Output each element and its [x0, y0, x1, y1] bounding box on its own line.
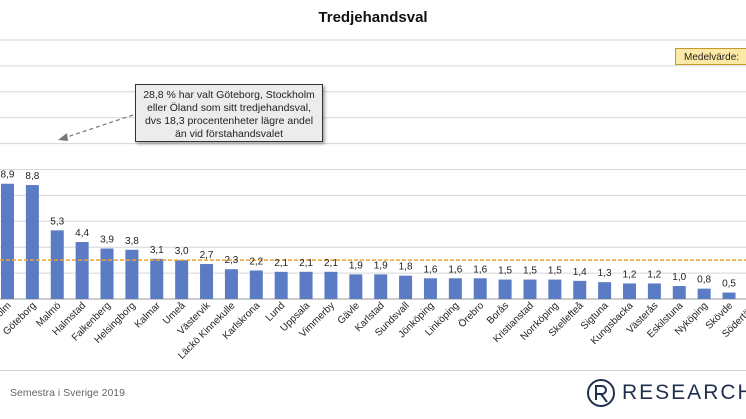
bar — [448, 278, 462, 299]
annotation-callout: 28,8 % har valt Göteborg, Stockholm elle… — [135, 84, 323, 142]
bar — [647, 283, 661, 299]
data-label: 1,0 — [672, 272, 686, 283]
bar — [672, 286, 686, 299]
bar — [423, 278, 437, 299]
data-label: 2,2 — [249, 257, 263, 268]
data-label: 3,8 — [125, 236, 139, 247]
legend-mean: Medelvärde: — [675, 48, 746, 65]
bar — [697, 288, 711, 299]
category-label: Kalmar — [133, 300, 164, 331]
logo: RESEARCH — [586, 377, 746, 409]
bar — [523, 279, 537, 299]
bar — [498, 279, 512, 299]
bar — [25, 185, 39, 299]
logo-text: RESEARCH — [622, 381, 746, 404]
bar — [125, 249, 139, 299]
bar — [573, 280, 587, 299]
data-label: 1,2 — [647, 269, 661, 280]
data-label: 1,5 — [548, 266, 562, 277]
bar-chart: 8,9 8,8 5,3 4,4 3,9 3,8 3,1 3,0 2,7 2,3 2,2 2,1 2,1 2… — [0, 39, 746, 362]
annotation-arrow — [63, 114, 134, 139]
data-label: 2,3 — [224, 255, 238, 266]
data-label: 1,5 — [523, 266, 537, 277]
bar — [249, 270, 263, 299]
data-label: 1,6 — [448, 264, 462, 275]
data-label: 1,9 — [349, 260, 363, 271]
bar — [200, 264, 214, 299]
bar — [299, 271, 313, 299]
data-label: 1,2 — [623, 269, 637, 280]
category-label: Örebro — [456, 299, 487, 330]
data-label: 1,5 — [498, 266, 512, 277]
data-label: 1,6 — [424, 264, 438, 275]
data-label: 1,8 — [399, 262, 413, 273]
bar — [399, 275, 413, 299]
data-label: 2,1 — [299, 258, 313, 269]
bar — [274, 271, 288, 299]
data-label: 2,1 — [274, 258, 288, 269]
bar — [1, 183, 14, 299]
data-label: 8,9 — [1, 170, 15, 181]
annotation-arrowhead — [58, 133, 68, 141]
bar — [623, 283, 636, 299]
data-label: 2,7 — [200, 250, 214, 261]
data-label: 1,9 — [374, 260, 388, 271]
data-label: 3,0 — [175, 246, 189, 257]
footer-source: Semestra i Sverige 2019 — [10, 387, 125, 399]
bar — [598, 282, 612, 299]
bar — [324, 271, 338, 299]
data-label: 3,9 — [100, 234, 114, 245]
bar — [75, 242, 89, 299]
chart-title: Tredjehandsval — [318, 9, 428, 26]
data-label: 1,6 — [473, 264, 487, 275]
bar — [548, 279, 562, 299]
bar — [349, 274, 363, 299]
data-label: 1,3 — [598, 268, 612, 279]
data-label: 0,8 — [697, 275, 711, 286]
bar — [473, 278, 487, 299]
bar — [374, 274, 388, 299]
footer-divider — [0, 370, 746, 371]
data-label: 2,1 — [324, 258, 338, 269]
data-label: 1,4 — [573, 267, 587, 278]
bar — [150, 258, 164, 299]
bar — [50, 230, 64, 299]
bar — [100, 248, 114, 299]
bar — [224, 269, 238, 299]
bar — [175, 260, 189, 299]
bar — [722, 292, 736, 299]
data-label: 0,5 — [722, 279, 736, 290]
data-label: 4,4 — [75, 228, 89, 239]
data-label: 8,8 — [25, 171, 39, 182]
data-label: 5,3 — [50, 216, 64, 227]
research-logo-icon — [587, 379, 615, 407]
data-label: 3,1 — [150, 245, 164, 256]
